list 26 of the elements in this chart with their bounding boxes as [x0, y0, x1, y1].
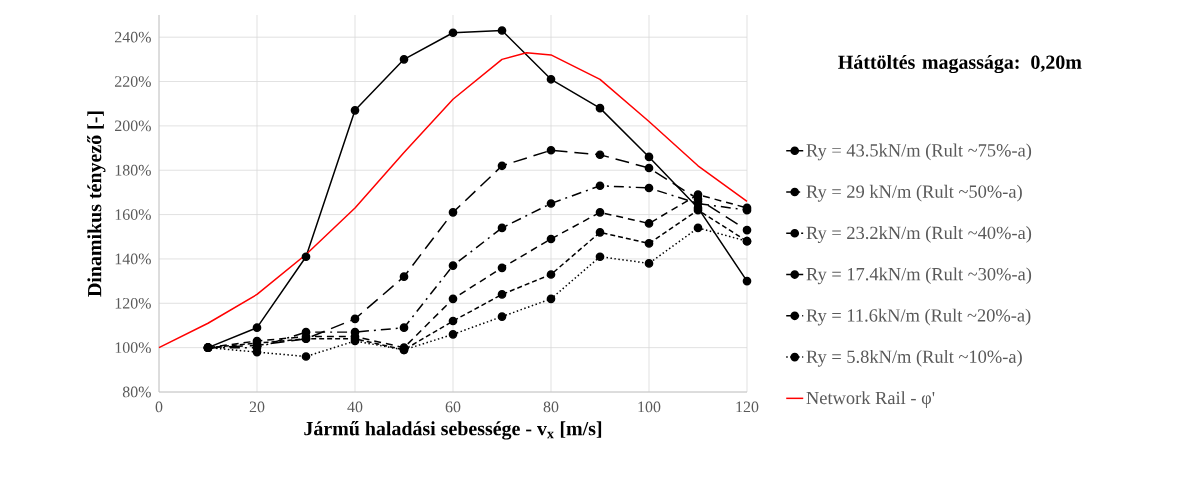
- x-tick-label: 20: [249, 401, 265, 413]
- x-tick-label: 120: [736, 401, 759, 413]
- y-tick-label: 100%: [115, 342, 151, 354]
- y-tick-label: 240%: [114, 31, 151, 43]
- y-tick-label: 120%: [115, 297, 151, 309]
- y-axis-title: Dinamikus tényező [-]: [87, 111, 106, 297]
- y-tick-label: 180%: [115, 164, 151, 176]
- legend-label: Ry = 43.5kN/m (Rult ~75%-a): [806, 143, 1032, 161]
- y-tick-label: 140%: [115, 253, 151, 265]
- y-tick-label: 160%: [115, 209, 151, 220]
- x-axis-title: Jármű haladási sebessége - v$_{x}$ [m/s]: [304, 421, 602, 440]
- y-tick-label: 200%: [114, 120, 151, 132]
- y-tick-label: 80%: [122, 386, 151, 398]
- x-tick-label: 80: [543, 401, 559, 413]
- x-tick-label: 60: [445, 401, 461, 413]
- legend-label: Ry = 29 kN/m (Rult ~50%-a): [806, 184, 1022, 202]
- legend-label: Network Rail - φ': [806, 391, 935, 408]
- x-tick-label: 100: [638, 401, 661, 413]
- y-tick-label: 220%: [114, 76, 151, 87]
- legend-label: Ry = 11.6kN/m (Rult ~20%-a): [806, 308, 1031, 326]
- legend-label: Ry = 5.8kN/m (Rult ~10%-a): [806, 349, 1022, 367]
- legend-title: Háttöltés magassága: 0,20m: [838, 54, 1082, 74]
- legend-label: Ry = 23.2kN/m (Rult ~40%-a): [806, 226, 1032, 243]
- legend-label: Ry = 17.4kN/m (Rult ~30%-a): [806, 267, 1032, 285]
- x-tick-label: 40: [347, 401, 363, 413]
- x-tick-label: 0: [155, 401, 163, 413]
